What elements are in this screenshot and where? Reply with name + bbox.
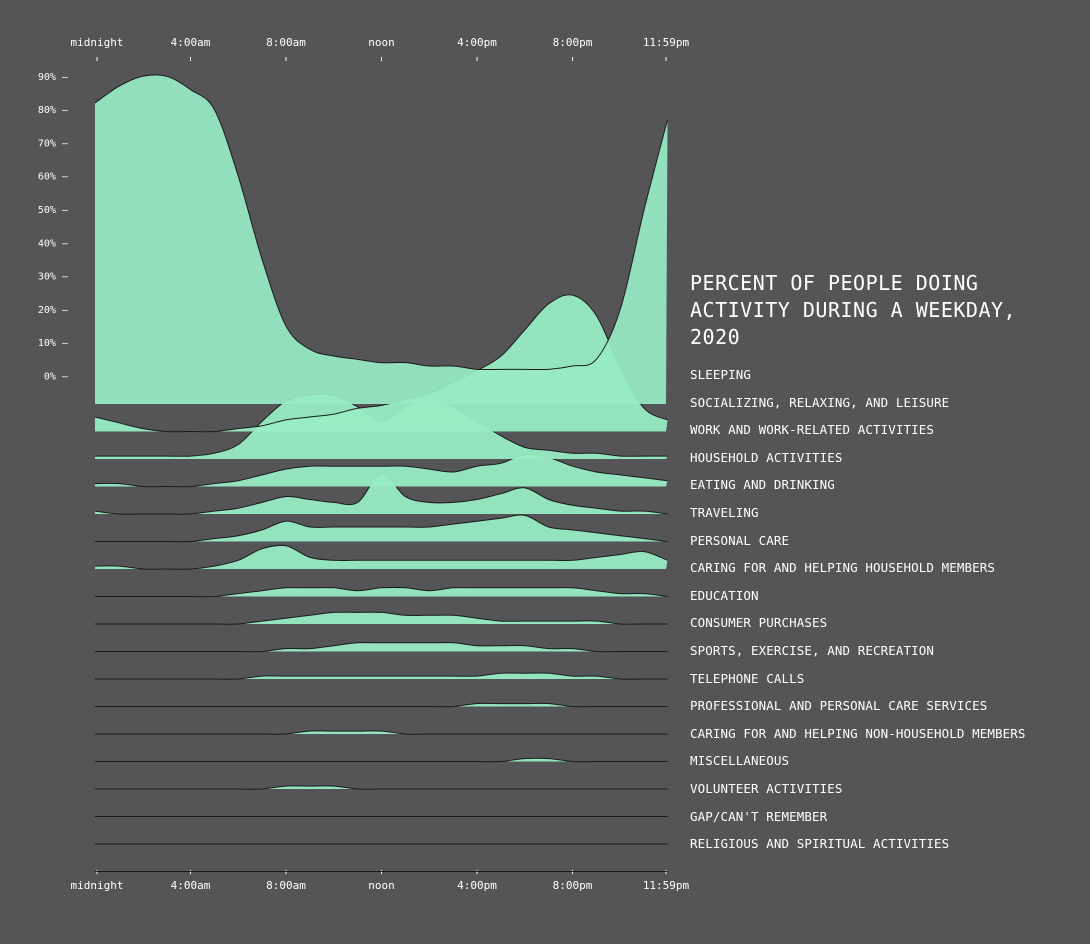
- x-tick-top-3: noon: [368, 36, 395, 49]
- activity-label-8: EDUCATION: [690, 587, 759, 603]
- activity-label-4: EATING AND DRINKING: [690, 477, 835, 493]
- ridge-area-3: [95, 454, 668, 487]
- chart-title: PERCENT OF PEOPLE DOING ACTIVITY DURING …: [690, 270, 1070, 351]
- activity-label-15: VOLUNTEER ACTIVITIES: [690, 781, 843, 796]
- y-tick-2: 20% —: [38, 305, 69, 316]
- x-tick-bottom-3: noon: [368, 879, 395, 892]
- ridge-line-0: [94, 74, 669, 371]
- y-tick-5: 50% —: [38, 205, 69, 216]
- x-tick-bottom-6: 11:59pm: [643, 879, 690, 892]
- activity-label-0: SLEEPING: [690, 367, 752, 382]
- activity-label-5: TRAVELING: [690, 505, 759, 520]
- activity-label-17: RELIGIOUS AND SPIRITUAL ACTIVITIES: [690, 836, 950, 852]
- chart-title-line-3: 2020: [690, 325, 741, 349]
- activity-label-9: CONSUMER PURCHASES: [690, 615, 828, 631]
- chart-title-line-2: ACTIVITY DURING A WEEKDAY,: [690, 298, 1017, 322]
- x-tick-top-1: 4:00am: [171, 36, 211, 49]
- y-tick-9: 90% —: [38, 72, 69, 83]
- activity-label-16: GAP/CAN'T REMEMBER: [690, 808, 828, 824]
- y-tick-1: 10% —: [38, 338, 69, 349]
- activity-label-14: MISCELLANEOUS: [690, 753, 790, 769]
- ridge-0: [94, 74, 669, 405]
- activity-label-12: PROFESSIONAL AND PERSONAL CARE SERVICES: [690, 698, 988, 714]
- x-tick-bottom-4: 4:00pm: [457, 879, 497, 892]
- ridge-line-12: [95, 730, 668, 735]
- activity-label-10: SPORTS, EXERCISE, AND RECREATION: [690, 643, 935, 658]
- activity-label-11: TELEPHONE CALLS: [690, 670, 805, 686]
- activity-label-7: CARING FOR AND HELPING HOUSEHOLD MEMBERS: [690, 560, 996, 576]
- ridge-line-11: [95, 702, 668, 708]
- x-tick-bottom-1: 4:00am: [171, 879, 211, 892]
- y-tick-3: 30% —: [38, 272, 69, 283]
- ridge-5: [94, 514, 668, 543]
- y-tick-8: 80% —: [38, 105, 69, 116]
- ridge-line-13: [95, 757, 668, 763]
- ridge-13: [95, 757, 668, 763]
- ridge-12: [95, 730, 668, 735]
- x-tick-bottom-5: 8:00pm: [553, 879, 593, 892]
- activity-label-3: HOUSEHOLD ACTIVITIES: [690, 449, 843, 465]
- ridge-14: [94, 785, 668, 790]
- ridge-area-4: [95, 473, 668, 515]
- y-tick-7: 70% —: [38, 138, 69, 149]
- ridge-area-0: [95, 74, 668, 405]
- ridge-line-3: [94, 453, 668, 488]
- ridge-line-1: [94, 294, 668, 433]
- activity-label-13: CARING FOR AND HELPING NON-HOUSEHOLD MEM…: [690, 725, 1026, 741]
- x-tick-bottom-0: midnight: [71, 879, 124, 892]
- ridge-10: [95, 672, 668, 680]
- activity-label-2: WORK AND WORK-RELATED ACTIVITIES: [690, 422, 935, 438]
- x-tick-top-0: midnight: [71, 36, 124, 49]
- ridge-area-9: [95, 642, 668, 652]
- ridge-area-8: [95, 612, 668, 625]
- x-tick-bottom-2: 8:00am: [266, 879, 306, 892]
- ridge-7: [95, 586, 668, 598]
- ridge-line-6: [94, 544, 668, 570]
- ridge-line-9: [94, 642, 668, 653]
- ridge-6: [94, 544, 668, 570]
- ridge-line-8: [94, 611, 668, 625]
- x-tick-top-6: 11:59pm: [643, 36, 690, 49]
- ridge-area-6: [95, 545, 668, 570]
- ridge-line-10: [95, 672, 668, 680]
- ridge-area-11: [95, 703, 668, 707]
- x-tick-top-4: 4:00pm: [457, 36, 497, 49]
- activity-label-6: PERSONAL CARE: [690, 532, 790, 548]
- ridge-3: [94, 453, 668, 488]
- ridge-8: [94, 611, 668, 625]
- ridge-11: [95, 702, 668, 708]
- y-tick-0: 0% —: [44, 372, 69, 383]
- chart-title-line-1: PERCENT OF PEOPLE DOING: [690, 271, 979, 295]
- ridge-area-12: [95, 730, 668, 735]
- ridge-line-7: [95, 586, 668, 598]
- ridge-area-7: [95, 587, 668, 597]
- activity-label-1: SOCIALIZING, RELAXING, AND LEISURE: [690, 394, 950, 410]
- y-tick-6: 60% —: [38, 172, 69, 183]
- ridge-line-14: [94, 785, 668, 790]
- ridge-line-5: [94, 514, 668, 543]
- x-tick-top-2: 8:00am: [266, 36, 306, 49]
- ridge-9: [94, 642, 668, 653]
- x-tick-top-5: 8:00pm: [553, 36, 593, 49]
- ridge-area-5: [95, 515, 668, 542]
- y-tick-4: 40% —: [38, 238, 69, 249]
